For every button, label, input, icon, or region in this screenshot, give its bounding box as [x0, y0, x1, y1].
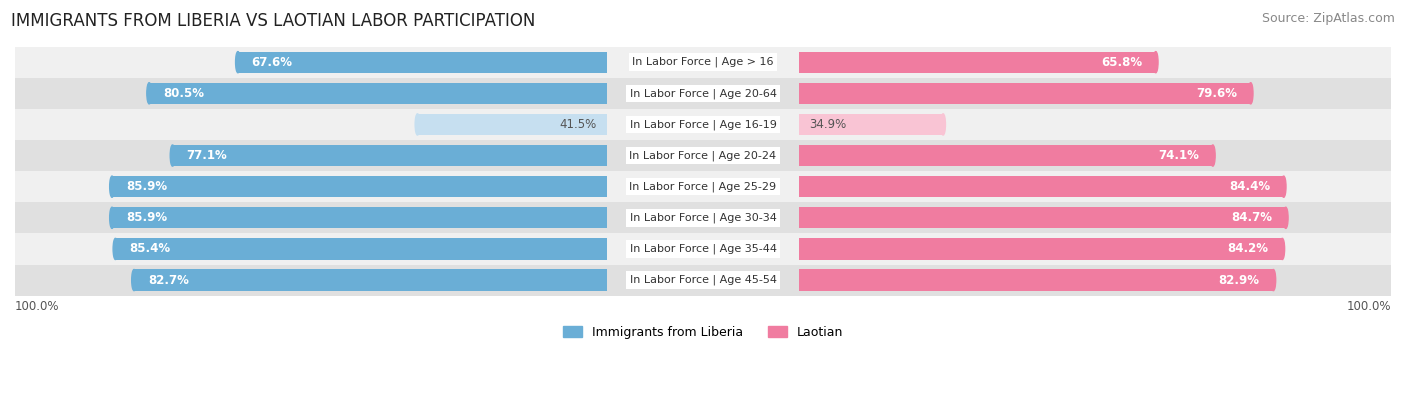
Bar: [134, 269, 606, 291]
Bar: [800, 207, 1285, 228]
Circle shape: [1153, 52, 1159, 73]
Circle shape: [415, 114, 420, 135]
Text: In Labor Force | Age 45-54: In Labor Force | Age 45-54: [630, 275, 776, 285]
Text: 80.5%: 80.5%: [163, 87, 204, 100]
Text: In Labor Force | Age 35-44: In Labor Force | Age 35-44: [630, 244, 776, 254]
Text: 74.1%: 74.1%: [1159, 149, 1199, 162]
Circle shape: [1249, 83, 1253, 104]
Bar: [15, 109, 1391, 140]
Circle shape: [146, 83, 152, 104]
Circle shape: [1211, 145, 1215, 166]
Bar: [15, 140, 1391, 171]
Text: 85.4%: 85.4%: [129, 243, 170, 256]
Circle shape: [941, 114, 945, 135]
Bar: [800, 238, 1282, 260]
Legend: Immigrants from Liberia, Laotian: Immigrants from Liberia, Laotian: [558, 321, 848, 344]
Circle shape: [1281, 176, 1286, 197]
Text: In Labor Force | Age 30-34: In Labor Force | Age 30-34: [630, 213, 776, 223]
Bar: [800, 145, 1213, 166]
Text: IMMIGRANTS FROM LIBERIA VS LAOTIAN LABOR PARTICIPATION: IMMIGRANTS FROM LIBERIA VS LAOTIAN LABOR…: [11, 12, 536, 30]
Circle shape: [110, 207, 114, 228]
Bar: [418, 114, 606, 135]
Bar: [238, 52, 606, 73]
Text: In Labor Force | Age 20-64: In Labor Force | Age 20-64: [630, 88, 776, 98]
Bar: [15, 171, 1391, 202]
Text: 100.0%: 100.0%: [15, 300, 59, 313]
Bar: [15, 78, 1391, 109]
Circle shape: [1284, 207, 1288, 228]
Bar: [112, 176, 606, 197]
Bar: [800, 52, 1156, 73]
Bar: [149, 83, 606, 104]
Text: In Labor Force | Age > 16: In Labor Force | Age > 16: [633, 57, 773, 68]
Text: 82.9%: 82.9%: [1219, 274, 1260, 286]
Text: 100.0%: 100.0%: [1347, 300, 1391, 313]
Text: In Labor Force | Age 16-19: In Labor Force | Age 16-19: [630, 119, 776, 130]
Bar: [800, 269, 1274, 291]
Text: 84.4%: 84.4%: [1229, 180, 1270, 193]
Text: In Labor Force | Age 20-24: In Labor Force | Age 20-24: [630, 150, 776, 161]
Text: 77.1%: 77.1%: [187, 149, 226, 162]
Bar: [800, 83, 1251, 104]
Bar: [112, 207, 606, 228]
Text: 84.7%: 84.7%: [1232, 211, 1272, 224]
Circle shape: [110, 176, 114, 197]
Bar: [800, 114, 943, 135]
Bar: [15, 233, 1391, 265]
Text: 65.8%: 65.8%: [1101, 56, 1142, 69]
Text: 85.9%: 85.9%: [125, 180, 167, 193]
Bar: [800, 176, 1284, 197]
Circle shape: [236, 52, 240, 73]
Text: 85.9%: 85.9%: [125, 211, 167, 224]
Text: Source: ZipAtlas.com: Source: ZipAtlas.com: [1261, 12, 1395, 25]
Text: 82.7%: 82.7%: [148, 274, 188, 286]
Bar: [15, 202, 1391, 233]
Bar: [115, 238, 606, 260]
Text: In Labor Force | Age 25-29: In Labor Force | Age 25-29: [630, 181, 776, 192]
Circle shape: [112, 238, 118, 260]
Circle shape: [1271, 269, 1275, 291]
Circle shape: [1279, 238, 1285, 260]
Text: 41.5%: 41.5%: [560, 118, 596, 131]
Text: 34.9%: 34.9%: [810, 118, 846, 131]
Text: 79.6%: 79.6%: [1197, 87, 1237, 100]
Bar: [15, 47, 1391, 78]
Text: 67.6%: 67.6%: [252, 56, 292, 69]
Bar: [15, 265, 1391, 295]
Bar: [173, 145, 606, 166]
Circle shape: [132, 269, 136, 291]
Text: 84.2%: 84.2%: [1227, 243, 1268, 256]
Circle shape: [170, 145, 174, 166]
